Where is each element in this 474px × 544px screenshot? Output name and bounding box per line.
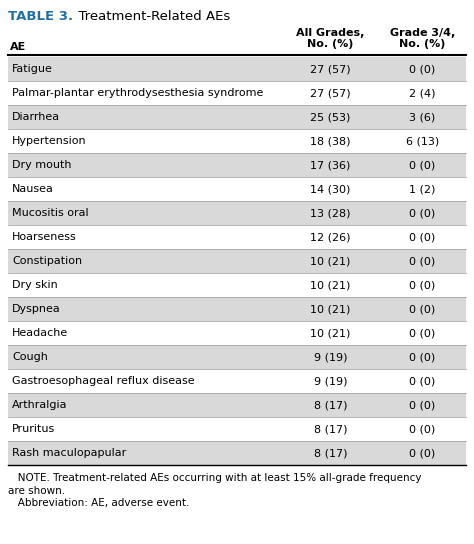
Bar bbox=[8, 105, 466, 129]
Text: Dyspnea: Dyspnea bbox=[12, 304, 61, 314]
Text: No. (%): No. (%) bbox=[400, 39, 446, 49]
Bar bbox=[8, 417, 466, 441]
Text: 10 (21): 10 (21) bbox=[310, 256, 351, 266]
Text: Rash maculopapular: Rash maculopapular bbox=[12, 448, 126, 458]
Text: Dry skin: Dry skin bbox=[12, 280, 58, 290]
Text: NOTE. Treatment-related AEs occurring with at least 15% all-grade frequency: NOTE. Treatment-related AEs occurring wi… bbox=[8, 473, 421, 483]
Text: 0 (0): 0 (0) bbox=[410, 400, 436, 410]
Text: 10 (21): 10 (21) bbox=[310, 328, 351, 338]
Text: 0 (0): 0 (0) bbox=[410, 160, 436, 170]
Bar bbox=[8, 345, 466, 369]
Bar bbox=[8, 321, 466, 345]
Text: 0 (0): 0 (0) bbox=[410, 256, 436, 266]
Bar bbox=[8, 249, 466, 273]
Text: All Grades,: All Grades, bbox=[296, 28, 365, 38]
Text: Dry mouth: Dry mouth bbox=[12, 160, 72, 170]
Text: Grade 3/4,: Grade 3/4, bbox=[390, 28, 455, 38]
Text: Headache: Headache bbox=[12, 328, 68, 338]
Text: Arthralgia: Arthralgia bbox=[12, 400, 67, 410]
Text: 0 (0): 0 (0) bbox=[410, 232, 436, 242]
Text: Mucositis oral: Mucositis oral bbox=[12, 208, 89, 218]
Text: 13 (28): 13 (28) bbox=[310, 208, 351, 218]
Text: No. (%): No. (%) bbox=[308, 39, 354, 49]
Text: 12 (26): 12 (26) bbox=[310, 232, 351, 242]
Text: 0 (0): 0 (0) bbox=[410, 376, 436, 386]
Text: TABLE 3.: TABLE 3. bbox=[8, 10, 73, 23]
Text: Abbreviation: AE, adverse event.: Abbreviation: AE, adverse event. bbox=[8, 498, 190, 508]
Bar bbox=[8, 273, 466, 297]
Text: Hoarseness: Hoarseness bbox=[12, 232, 77, 242]
Bar bbox=[8, 225, 466, 249]
Text: 8 (17): 8 (17) bbox=[314, 424, 347, 434]
Text: 14 (30): 14 (30) bbox=[310, 184, 351, 194]
Bar bbox=[8, 129, 466, 153]
Text: Palmar-plantar erythrodysesthesia syndrome: Palmar-plantar erythrodysesthesia syndro… bbox=[12, 88, 264, 98]
Text: 0 (0): 0 (0) bbox=[410, 304, 436, 314]
Text: 0 (0): 0 (0) bbox=[410, 280, 436, 290]
Text: 0 (0): 0 (0) bbox=[410, 64, 436, 74]
Text: 10 (21): 10 (21) bbox=[310, 280, 351, 290]
Text: 0 (0): 0 (0) bbox=[410, 328, 436, 338]
Bar bbox=[8, 441, 466, 465]
Text: Hypertension: Hypertension bbox=[12, 136, 87, 146]
Text: Diarrhea: Diarrhea bbox=[12, 112, 60, 122]
Text: 0 (0): 0 (0) bbox=[410, 208, 436, 218]
Text: 8 (17): 8 (17) bbox=[314, 400, 347, 410]
Text: Cough: Cough bbox=[12, 352, 48, 362]
Text: 0 (0): 0 (0) bbox=[410, 424, 436, 434]
Bar bbox=[8, 81, 466, 105]
Bar bbox=[8, 297, 466, 321]
Text: 17 (36): 17 (36) bbox=[310, 160, 351, 170]
Text: 9 (19): 9 (19) bbox=[314, 352, 347, 362]
Text: 0 (0): 0 (0) bbox=[410, 448, 436, 458]
Text: 27 (57): 27 (57) bbox=[310, 64, 351, 74]
Text: Fatigue: Fatigue bbox=[12, 64, 53, 74]
Bar bbox=[8, 177, 466, 201]
Bar bbox=[8, 393, 466, 417]
Text: 1 (2): 1 (2) bbox=[410, 184, 436, 194]
Text: Nausea: Nausea bbox=[12, 184, 54, 194]
Text: 25 (53): 25 (53) bbox=[310, 112, 351, 122]
Text: Pruritus: Pruritus bbox=[12, 424, 55, 434]
Text: 2 (4): 2 (4) bbox=[410, 88, 436, 98]
Text: 0 (0): 0 (0) bbox=[410, 352, 436, 362]
Text: Treatment-Related AEs: Treatment-Related AEs bbox=[70, 10, 230, 23]
Bar bbox=[8, 57, 466, 81]
Text: 8 (17): 8 (17) bbox=[314, 448, 347, 458]
Text: 10 (21): 10 (21) bbox=[310, 304, 351, 314]
Text: 27 (57): 27 (57) bbox=[310, 88, 351, 98]
Bar bbox=[8, 153, 466, 177]
Text: are shown.: are shown. bbox=[8, 486, 65, 496]
Bar bbox=[8, 201, 466, 225]
Text: 6 (13): 6 (13) bbox=[406, 136, 439, 146]
Bar bbox=[8, 369, 466, 393]
Text: 3 (6): 3 (6) bbox=[410, 112, 436, 122]
Text: 18 (38): 18 (38) bbox=[310, 136, 351, 146]
Text: Constipation: Constipation bbox=[12, 256, 82, 266]
Text: AE: AE bbox=[10, 42, 26, 52]
Text: Gastroesophageal reflux disease: Gastroesophageal reflux disease bbox=[12, 376, 195, 386]
Text: 9 (19): 9 (19) bbox=[314, 376, 347, 386]
